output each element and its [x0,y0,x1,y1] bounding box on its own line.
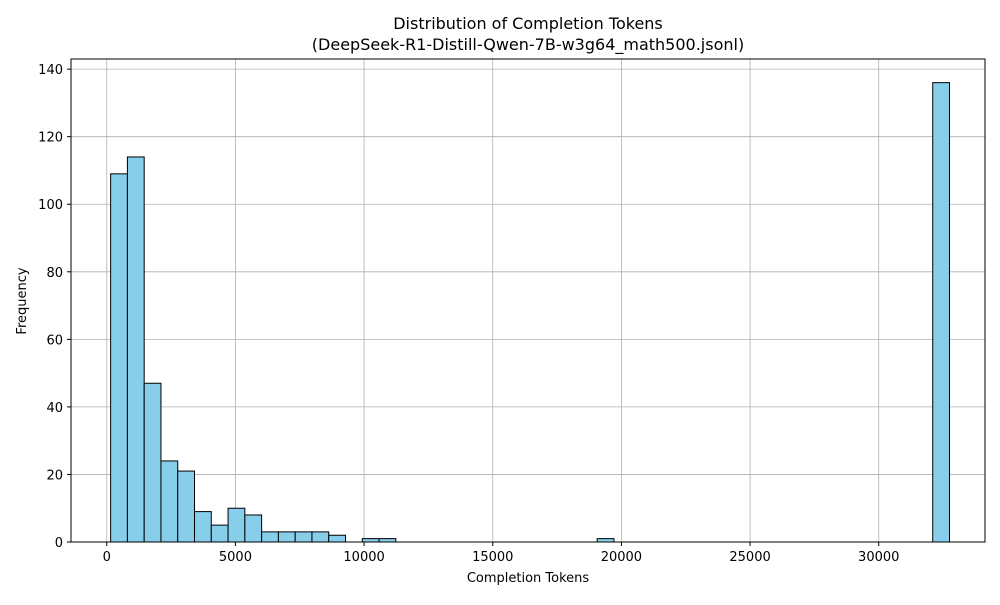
histogram-bar [596,538,615,543]
histogram-bar [194,511,212,543]
histogram-bar [294,531,313,543]
plot-frame [70,58,986,543]
histogram-bars [110,82,950,543]
chart-title-line-1: Distribution of Completion Tokens [393,14,663,33]
histogram-bar [160,460,179,543]
grid-lines [71,59,985,543]
y-tick-label: 120 [38,131,63,146]
histogram-bar [126,156,145,543]
histogram-bar [177,470,196,543]
x-tick-label: 0 [103,550,111,565]
histogram-bar [311,531,330,543]
histogram-bar [378,538,397,543]
y-tick-label: 140 [38,63,63,78]
x-tick-label: 20000 [601,550,642,565]
histogram-bar [110,173,128,543]
histogram-bar [210,524,229,543]
y-tick-label: 80 [46,266,63,281]
histogram-bar [277,531,296,543]
histogram-bar [227,507,246,543]
y-axis-label: Frequency [15,267,30,334]
y-tick-label: 40 [46,401,63,416]
y-tick-label: 100 [38,198,63,213]
histogram-bar [244,514,263,543]
x-axis-label: Completion Tokens [467,571,590,586]
x-tick-label: 5000 [219,550,252,565]
x-tick-label: 25000 [729,550,770,565]
chart-title-line-2: (DeepSeek-R1-Distill-Qwen-7B-w3g64_math5… [312,35,744,55]
histogram-bar [143,382,162,543]
x-tick-label: 15000 [472,550,513,565]
x-tick-label: 30000 [858,550,899,565]
y-tick-label: 20 [46,468,63,483]
histogram-bar [328,534,347,543]
histogram-bar [932,82,950,543]
axes [70,58,986,543]
histogram-bar [361,538,380,543]
histogram-bar [261,531,279,543]
x-tick-label: 10000 [343,550,384,565]
y-tick-label: 60 [46,333,63,348]
ticks: 0 5000 10000 15000 20000 25000 30000 0 20 40 60 80 1… [38,63,899,565]
y-tick-label: 0 [55,536,63,551]
